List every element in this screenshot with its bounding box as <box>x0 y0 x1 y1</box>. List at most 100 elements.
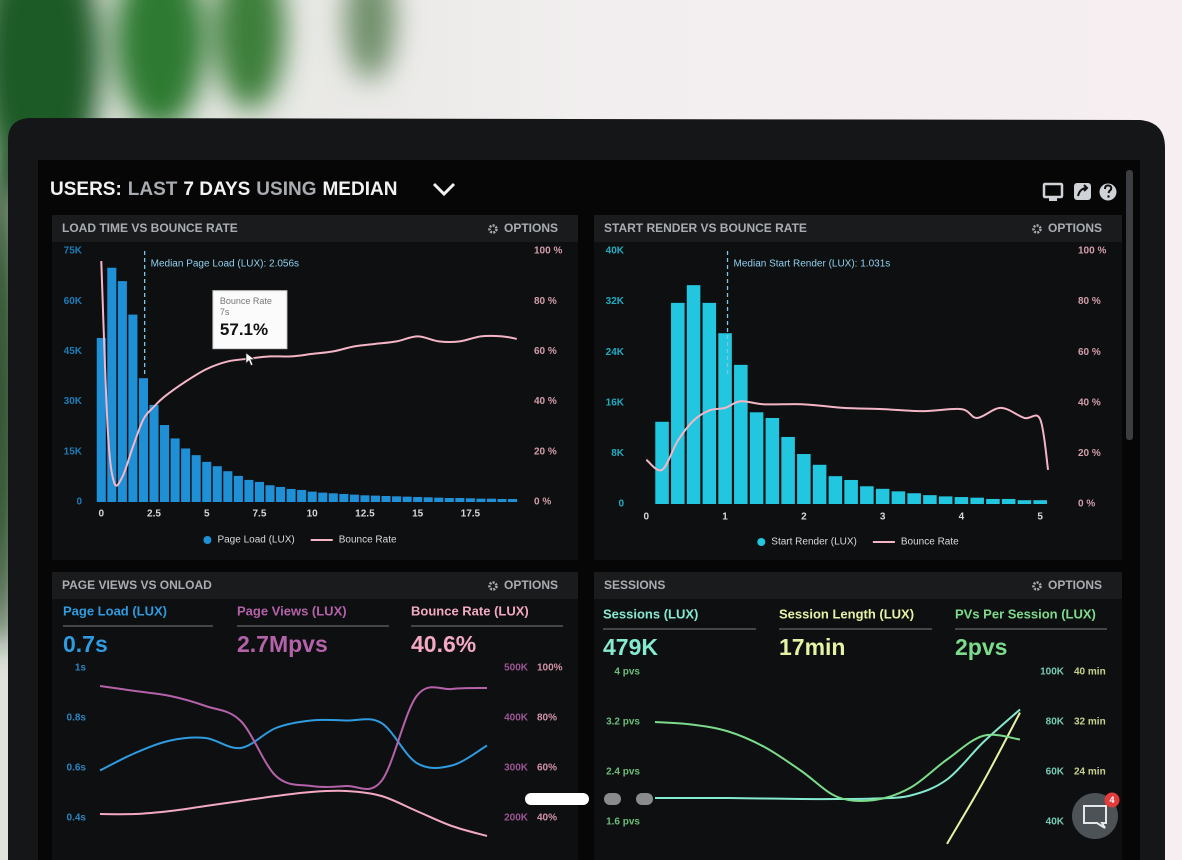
bar <box>476 498 486 502</box>
bar <box>702 302 717 504</box>
y2-tick-label: 40K <box>1046 817 1065 828</box>
y2-tick-label: 40 % <box>534 396 557 407</box>
bar <box>797 454 811 504</box>
bar <box>107 267 117 502</box>
bar <box>339 493 349 502</box>
bar <box>686 285 701 504</box>
gear-icon[interactable] <box>488 224 498 234</box>
options-button[interactable]: OPTIONS <box>504 221 558 235</box>
y2-tick-label: 80 % <box>1078 296 1101 307</box>
bar <box>286 488 296 502</box>
bar <box>149 404 159 502</box>
x-tick-label: 2.5 <box>147 509 161 520</box>
gear-icon[interactable] <box>488 581 498 591</box>
cursor <box>245 351 257 367</box>
y-tick-label: 75K <box>64 246 83 257</box>
options-button[interactable]: OPTIONS <box>504 578 558 592</box>
kpi-value: 2pvs <box>955 634 1007 660</box>
y3-tick-label: 60% <box>537 763 557 774</box>
chat-widget[interactable]: 4 <box>1072 792 1120 840</box>
bar <box>455 497 465 502</box>
bar <box>907 493 921 504</box>
gear-icon[interactable] <box>1032 224 1042 234</box>
legend-label: Bounce Rate <box>901 537 959 548</box>
y-tick-label: 3.2 pvs <box>606 717 640 728</box>
x-tick-label: 15 <box>412 509 424 520</box>
x-tick-label: 10 <box>307 509 319 520</box>
y2-tick-label: 60K <box>1046 767 1065 778</box>
x-tick-label: 5 <box>204 509 210 520</box>
bar <box>891 491 906 504</box>
tooltip-box <box>212 290 288 350</box>
panel-background <box>594 572 1122 860</box>
panel-title: START RENDER VS BOUNCE RATE <box>604 221 807 235</box>
options-button[interactable]: OPTIONS <box>1048 578 1102 592</box>
y3-tick-label: 24 min <box>1074 767 1106 778</box>
y-tick-label: 0.4s <box>67 813 87 824</box>
legend-label: Start Render (LUX) <box>771 537 857 548</box>
bar <box>497 498 507 502</box>
tooltip-title: Bounce Rate <box>220 296 272 306</box>
y-tick-label: 0.6s <box>67 763 87 774</box>
x-tick-label: 0 <box>98 509 104 520</box>
bar <box>1017 500 1032 504</box>
bar <box>875 488 890 504</box>
bar <box>749 412 764 504</box>
bar <box>812 464 827 504</box>
chart-panel: SESSIONS OPTIONS 1.6 pvs 2.4 pvs 3.2 pvs 4 pv… <box>594 572 1122 860</box>
bar <box>170 438 180 502</box>
y-tick-label: 1.6 pvs <box>606 817 640 828</box>
dropdown-chevron[interactable] <box>432 182 456 197</box>
bar <box>297 489 307 502</box>
y-tick-label: 40K <box>606 246 625 257</box>
bar <box>276 486 286 502</box>
y2-tick-label: 500K <box>504 663 529 674</box>
bar <box>828 476 843 504</box>
chat-badge <box>1104 792 1120 808</box>
help-icon[interactable] <box>1099 183 1117 201</box>
bar <box>465 498 475 502</box>
series-line <box>99 718 488 772</box>
monitor-icon[interactable] <box>1042 182 1064 201</box>
bar <box>734 364 748 504</box>
y2-tick-label: 40 % <box>1078 397 1101 408</box>
legend-label: Page Load (LUX) <box>217 535 294 546</box>
carousel-dot[interactable] <box>636 793 653 805</box>
bar <box>181 448 191 502</box>
carousel-dot[interactable] <box>604 793 621 805</box>
bar <box>954 497 969 504</box>
share-icon[interactable] <box>1074 183 1091 200</box>
median-label: Median Start Render (LUX): 1.031s <box>734 259 891 270</box>
series-line <box>100 261 517 487</box>
bar <box>1001 498 1016 504</box>
bar <box>318 492 328 502</box>
legend-marker <box>757 538 766 546</box>
series-line <box>99 789 488 837</box>
bar <box>781 436 795 504</box>
y2-tick-label: 20 % <box>534 446 557 457</box>
dashboard-title[interactable]: USERS: LAST 7 DAYS USING MEDIAN <box>50 179 397 200</box>
tooltip-value: 57.1% <box>220 320 268 339</box>
bar <box>360 495 370 502</box>
y3-tick-label: 100% <box>537 663 563 674</box>
y2-tick-label: 20 % <box>1078 448 1101 459</box>
bar <box>655 421 669 504</box>
series-line <box>645 400 1050 472</box>
bar <box>486 498 497 502</box>
kpi-value: 479K <box>603 634 658 660</box>
x-tick-label: 4 <box>959 512 965 523</box>
bar <box>423 497 433 502</box>
scrollbar[interactable] <box>1126 170 1133 440</box>
gear-icon[interactable] <box>1032 581 1042 591</box>
y-tick-label: 8K <box>611 448 625 459</box>
options-button[interactable]: OPTIONS <box>1048 221 1102 235</box>
x-tick-label: 0 <box>644 512 650 523</box>
carousel-dot-active[interactable] <box>525 793 589 805</box>
legend-label: Bounce Rate <box>339 535 397 546</box>
y2-tick-label: 60 % <box>534 346 557 357</box>
bar <box>381 495 391 502</box>
chart-panel: START RENDER VS BOUNCE RATE OPTIONS 0 8K 16K… <box>594 215 1122 560</box>
median-label: Median Page Load (LUX): 2.056s <box>151 259 299 270</box>
panel-title: SESSIONS <box>604 578 665 592</box>
